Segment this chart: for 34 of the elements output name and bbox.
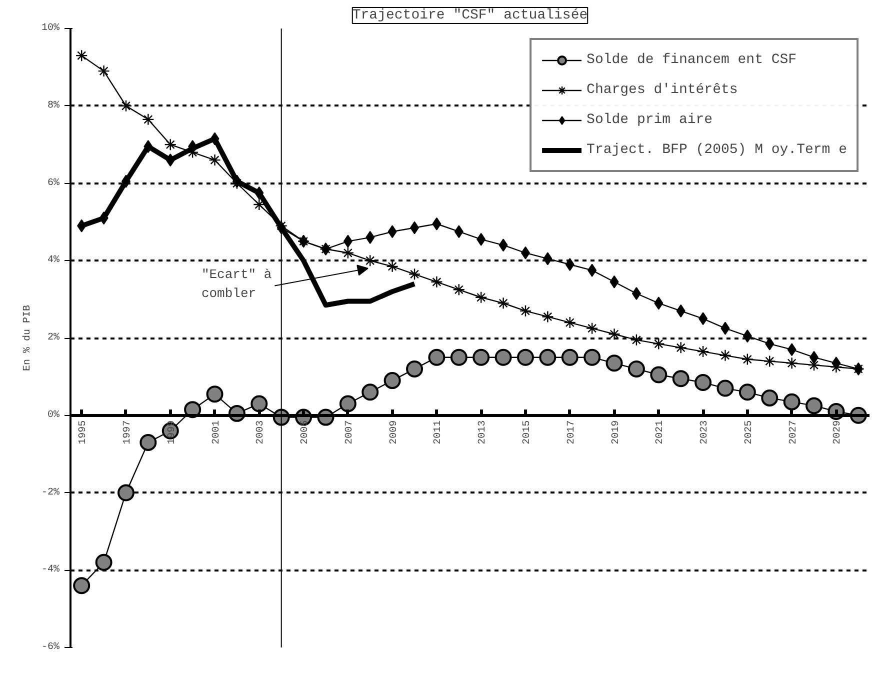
y-tick-label: 6%	[48, 178, 60, 189]
x-tick-label: 2021	[655, 420, 666, 444]
y-tick-label: 0%	[48, 410, 60, 421]
y-tick-label: 4%	[48, 255, 60, 266]
x-tick-label: 2025	[744, 420, 755, 444]
legend-label: Traject. BFP (2005) M oy.Term e	[586, 142, 847, 158]
legend-label: Solde prim aire	[586, 112, 713, 128]
annotation: "Ecart" à combler	[201, 266, 272, 301]
chart-title: Trajectoire "CSF" actualisée	[352, 8, 588, 24]
x-tick-label: 2023	[700, 420, 711, 444]
x-tick-label: 2001	[211, 420, 222, 444]
x-tick-label: 2027	[788, 420, 800, 444]
x-tick-label: 1995	[78, 420, 90, 444]
legend-label: Solde de financem ent CSF	[586, 52, 797, 68]
x-tick-label: 2015	[522, 420, 533, 444]
y-tick-label: 2%	[48, 332, 60, 344]
x-tick-label: 2019	[610, 420, 622, 444]
y-tick-label: -4%	[41, 564, 60, 576]
x-tick-label: 2013	[478, 420, 489, 444]
legend-label: Charges d'intérêts	[586, 82, 738, 98]
y-tick-label: 8%	[48, 100, 60, 112]
y-tick-label: 10%	[41, 23, 60, 34]
x-tick-label: 2017	[566, 420, 578, 444]
x-tick-label: 1997	[122, 420, 134, 444]
x-tick-label: 2011	[433, 420, 444, 444]
x-tick-label: 1999	[166, 420, 178, 444]
y-tick-label: -2%	[41, 487, 60, 498]
x-tick-label: 2009	[388, 420, 400, 444]
x-tick-label: 2005	[300, 420, 312, 444]
x-tick-label: 2007	[344, 420, 356, 444]
y-axis-title: En % du PIB	[21, 304, 34, 372]
y-tick-label: -6%	[41, 642, 60, 653]
x-tick-label: 2003	[256, 420, 267, 444]
x-tick-label: 2029	[832, 420, 844, 444]
